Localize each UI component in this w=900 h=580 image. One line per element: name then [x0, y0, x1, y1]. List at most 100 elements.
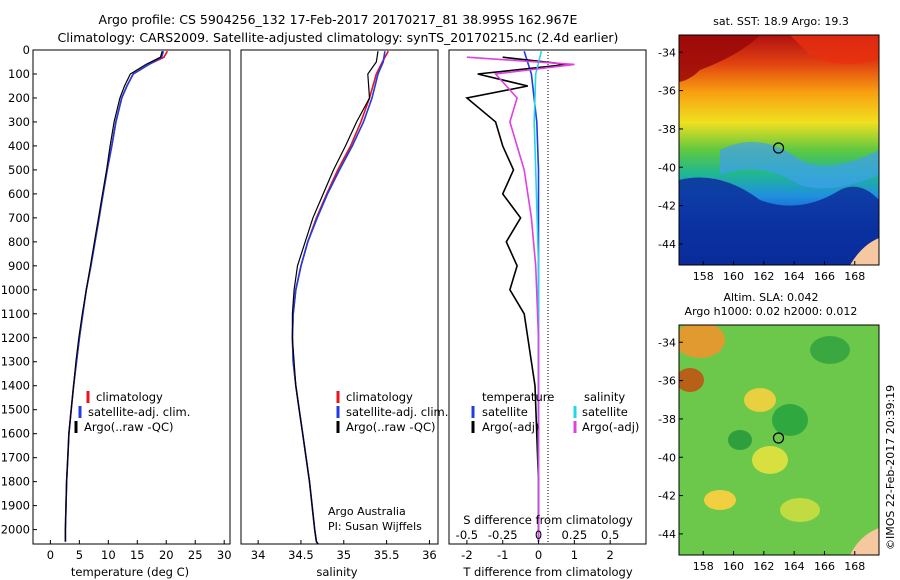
map-x-tick-label: 166 — [814, 270, 835, 283]
map-y-tick-label: -44 — [658, 238, 676, 251]
argo-position-marker — [772, 142, 785, 154]
salinity-ticks: 34 34.5 35 35.5 36 — [251, 540, 437, 562]
y-tick-label: 1300 — [1, 355, 30, 369]
series-line-argo-raw-qc- — [64, 51, 163, 542]
salinity-panel: 34 34.5 35 35.5 36 salinity climatology sate… — [240, 49, 448, 579]
legend-label-temp-satellite: satellite — [482, 405, 528, 419]
sla-high-anomaly — [752, 446, 788, 474]
sst-land — [850, 238, 879, 265]
map-x-tick-label: 160 — [723, 560, 744, 573]
x-tick-label: 30 — [217, 548, 232, 562]
sst-map-panel: sat. SST: 18.9 Argo: 19.3 158 160 162 164 16… — [658, 15, 880, 283]
sla-map-panel: Altim. SLA: 0.042 Argo h1000: 0.02 h2000… — [658, 291, 880, 573]
x-tick-label-T: -2 — [461, 548, 472, 562]
sla-land — [850, 528, 879, 555]
credit-argo-australia: Argo Australia — [328, 505, 406, 518]
salinity-series — [291, 50, 389, 544]
y-tick-label: 200 — [8, 91, 30, 105]
x-tick-label-S: 0.5 — [601, 528, 619, 542]
credit-pi: PI: Susan Wijffels — [328, 520, 422, 533]
temperature-legend: climatology satellite-adj. clim. Argo(..… — [74, 390, 190, 434]
sst-map-frame — [678, 34, 880, 266]
x-tick-label-S: 0 — [535, 528, 542, 542]
legend-label-temp-argo: Argo(-adj) — [482, 420, 539, 434]
map-x-tick-label: 168 — [844, 560, 865, 573]
legend-label-argo: Argo(..raw -QC) — [84, 420, 174, 434]
sla-low-anomaly — [728, 430, 752, 450]
x-tick-label: 34.5 — [288, 548, 314, 562]
map-x-tick-label: 164 — [784, 270, 805, 283]
legend-label-argo: Argo(..raw -QC) — [346, 420, 436, 434]
difference-panel: -2 -1 0 1 2 -0.5 -0.25 0 0.25 0.5 S difference fr… — [448, 49, 647, 579]
y-tick-label: 1700 — [1, 451, 30, 465]
figure-title-line2: Climatology: CARS2009. Satellite-adjuste… — [58, 30, 619, 45]
x-tick-label: 0 — [47, 548, 54, 562]
map-y-tick-label: -34 — [658, 46, 676, 59]
y-tick-label: 400 — [8, 139, 30, 153]
map-x-tick-label: 158 — [693, 270, 714, 283]
legend-header-salinity: salinity — [584, 390, 625, 404]
map-y-tick-label: -40 — [658, 451, 676, 464]
y-tick-label: 1400 — [1, 379, 30, 393]
difference-plot-frame — [448, 49, 647, 545]
series-line-temperature-argo-adj- — [465, 56, 568, 542]
difference-series — [465, 50, 575, 542]
x-tick-label: 20 — [159, 548, 174, 562]
map-y-tick-label: -34 — [658, 336, 676, 349]
y-tick-label: 300 — [8, 115, 30, 129]
sla-field — [679, 325, 879, 555]
map-y-tick-label: -38 — [658, 123, 676, 136]
salinity-xlabel: salinity — [316, 565, 357, 579]
sla-map-frame — [678, 324, 880, 556]
x-tick-label-S: -0.5 — [456, 528, 478, 542]
map-x-tick-label: 166 — [814, 560, 835, 573]
x-tick-label-T: 1 — [571, 548, 578, 562]
y-tick-label: 1900 — [1, 499, 30, 513]
x-tick-label: 36 — [422, 548, 437, 562]
legend-label-climatology: climatology — [96, 390, 163, 404]
map-y-tick-label: -42 — [658, 490, 676, 503]
legend-label-satellite: satellite-adj. clim. — [346, 405, 448, 419]
legend-label-satellite: satellite-adj. clim. — [88, 405, 190, 419]
map-y-tick-label: -36 — [658, 85, 676, 98]
figure-title-line1: Argo profile: CS 5904256_132 17-Feb-2017… — [99, 12, 578, 27]
x-tick-label: 10 — [101, 548, 116, 562]
x-tick-label: 34 — [251, 548, 266, 562]
sla-low-anomaly — [772, 404, 808, 436]
legend-label-sal-argo: Argo(-adj) — [582, 420, 639, 434]
sst-warm-patch — [679, 35, 760, 82]
salinity-legend: climatology satellite-adj. clim. Argo(..… — [336, 390, 448, 434]
x-tick-label-T: -1 — [497, 548, 508, 562]
legend-label-sal-satellite: satellite — [582, 405, 628, 419]
sla-high-anomaly — [744, 388, 776, 412]
y-tick-label: 900 — [8, 259, 30, 273]
y-tick-label: 100 — [8, 67, 30, 81]
y-tick-label: 800 — [8, 235, 30, 249]
map-y-tick-label: -42 — [658, 200, 676, 213]
argo-position-marker — [772, 432, 785, 444]
sla-map-subtitle: Argo h1000: 0.02 h2000: 0.012 — [685, 305, 858, 318]
y-tick-label: 1800 — [1, 475, 30, 489]
imos-credit: ©IMOS 22-Feb-2017 20:39:19 — [884, 385, 897, 550]
temperature-panel: 0 5 10 15 20 25 300100200300400500600700800900… — [1, 43, 232, 579]
y-tick-label: 1000 — [1, 283, 30, 297]
legend-header-temperature: temperature — [482, 390, 554, 404]
sst-map-ticks: 158 160 162 164 166 168 -34 -36 -38 -40 -42 -44 — [658, 46, 865, 283]
x-tick-label: 35 — [336, 548, 351, 562]
map-x-tick-label: 158 — [693, 560, 714, 573]
sst-front — [720, 142, 879, 189]
sla-low-anomaly — [810, 336, 850, 364]
sla-heatmap — [679, 325, 879, 555]
map-y-tick-label: -36 — [658, 375, 676, 388]
y-tick-label: 600 — [8, 187, 30, 201]
series-line-salinity-argo-adj- — [466, 56, 575, 542]
x-tick-label-S: -0.25 — [488, 528, 518, 542]
series-line-argo-raw-qc- — [291, 51, 379, 544]
temperature-ticks: 0 5 10 15 20 25 300100200300400500600700800900… — [1, 43, 232, 562]
difference-legend: temperature salinity satellite Argo(-adj… — [471, 390, 639, 434]
salinity-plot-frame — [240, 49, 439, 545]
y-tick-label: 1100 — [1, 307, 30, 321]
map-y-tick-label: -44 — [658, 528, 676, 541]
temperature-xlabel: temperature (deg C) — [71, 565, 189, 579]
